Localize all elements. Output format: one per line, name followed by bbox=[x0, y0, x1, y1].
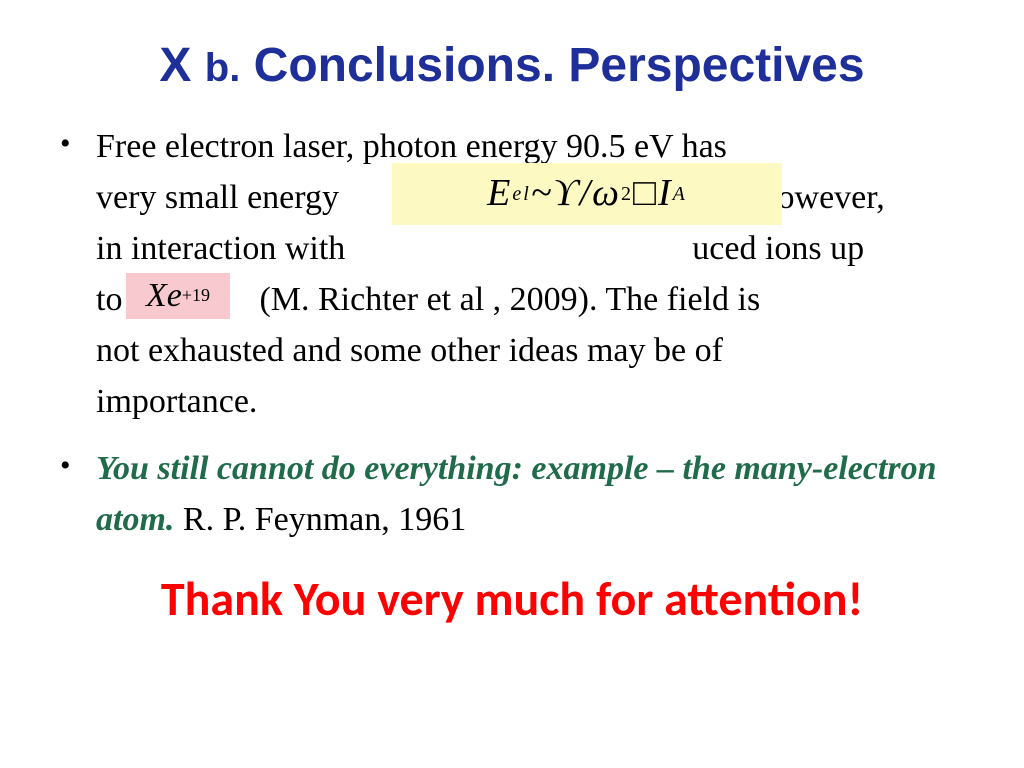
bullet-item-2: You still cannot do everything: example … bbox=[96, 443, 964, 545]
b1-line4b: (M. Richter et al , 2009). The field is bbox=[259, 281, 760, 318]
bullet-list: Free electron laser, photon energy 90.5 … bbox=[60, 121, 964, 545]
title-rest: Conclusions. Perspectives bbox=[240, 39, 864, 92]
bullet-item-1: Free electron laser, photon energy 90.5 … bbox=[96, 121, 964, 427]
formula-box-sym: □ bbox=[633, 165, 658, 222]
formula-ups: ϒ bbox=[553, 165, 579, 222]
formula-I: I bbox=[658, 165, 673, 222]
formula-A: A bbox=[673, 179, 687, 209]
slide-title: X b. Conclusions. Perspectives bbox=[60, 40, 964, 93]
ion-highlight: Xe+19 bbox=[126, 273, 230, 319]
formula-tilde: ~ bbox=[531, 165, 554, 222]
b1-line2a: very small energy bbox=[96, 179, 339, 216]
feynman-attrib: R. P. Feynman, 1961 bbox=[174, 501, 466, 538]
ion-charge: +19 bbox=[182, 282, 210, 309]
b1-line5: not exhausted and some other ideas may b… bbox=[96, 332, 723, 369]
b1-line1: Free electron laser, photon energy 90.5 … bbox=[96, 128, 727, 165]
ion-xe: Xe bbox=[146, 270, 182, 321]
thank-you: Thank You very much for attention! bbox=[60, 569, 964, 629]
title-prefix: X bbox=[159, 39, 204, 92]
formula-el: el bbox=[512, 179, 530, 209]
title-small: b. bbox=[205, 46, 241, 90]
formula-E: E bbox=[487, 165, 512, 222]
para-1: Free electron laser, photon energy 90.5 … bbox=[96, 121, 964, 427]
b1-line3a: in interaction with bbox=[96, 230, 345, 267]
formula-highlight: Eel ~ ϒ / ω2 □ IA bbox=[392, 163, 782, 225]
formula-slash: / bbox=[580, 165, 593, 222]
formula-omega: ω bbox=[592, 165, 621, 222]
formula-two: 2 bbox=[621, 179, 633, 209]
b1-line6: importance. bbox=[96, 383, 257, 420]
b1-line3b: uced ions up bbox=[692, 230, 864, 267]
